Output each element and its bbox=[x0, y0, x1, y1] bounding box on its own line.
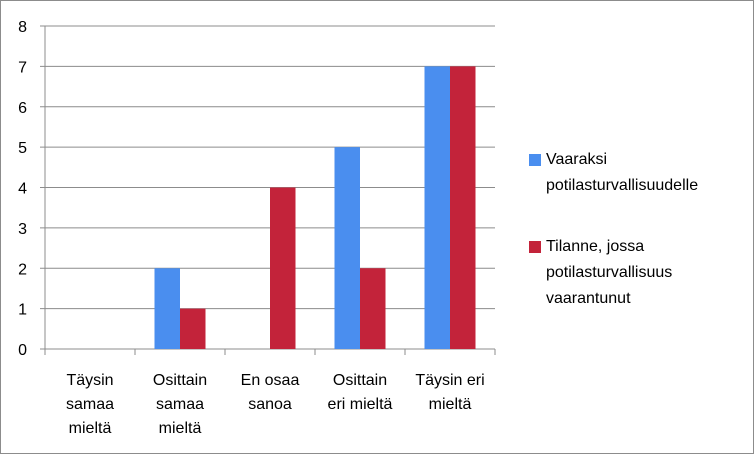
bar-series-2 bbox=[450, 66, 476, 349]
y-tick-label: 5 bbox=[18, 140, 27, 157]
category-label: Täysin samaa mieltä bbox=[66, 372, 114, 437]
axes bbox=[40, 25, 496, 355]
y-tick-labels: 0 1 2 3 4 5 6 7 8 bbox=[18, 19, 27, 359]
y-tick-label: 4 bbox=[18, 181, 27, 198]
legend-label-line: Tilanne, jossa bbox=[546, 238, 644, 255]
bar-series-1 bbox=[154, 268, 180, 349]
y-tick-label: 0 bbox=[18, 342, 27, 359]
category-label-line: mieltä bbox=[159, 420, 202, 437]
category-label: Täysin eri mieltä bbox=[415, 372, 484, 413]
y-tick-label: 7 bbox=[18, 59, 27, 76]
category-label-line: sanoa bbox=[248, 396, 292, 413]
category-label-line: Täysin bbox=[66, 372, 113, 389]
legend: Vaaraksi potilasturvallisuudelle Tilanne, … bbox=[529, 151, 698, 307]
bar-series-2 bbox=[360, 268, 386, 349]
bar-series-1 bbox=[424, 66, 450, 349]
y-tick-label: 3 bbox=[18, 221, 27, 238]
category-label-line: mieltä bbox=[429, 396, 472, 413]
category-label: Osittain eri mieltä bbox=[328, 372, 393, 413]
legend-label-line: potilasturvallisuus bbox=[546, 264, 672, 281]
bar-series-2 bbox=[180, 308, 206, 349]
category-label-line: Osittain bbox=[333, 372, 387, 389]
legend-swatch bbox=[529, 241, 541, 253]
y-tick-label: 1 bbox=[18, 302, 27, 319]
category-label-line: mieltä bbox=[69, 420, 112, 437]
legend-label: Vaaraksi potilasturvallisuudelle bbox=[546, 151, 698, 194]
category-label-line: Osittain bbox=[153, 372, 207, 389]
y-tick-label: 8 bbox=[18, 19, 27, 36]
category-label-line: samaa bbox=[66, 396, 114, 413]
legend-label-line: Vaaraksi bbox=[546, 151, 607, 168]
category-label-line: eri mieltä bbox=[328, 396, 393, 413]
category-labels: Täysin samaa mieltä Osittain samaa mieltä En o… bbox=[66, 372, 485, 437]
category-label-line: samaa bbox=[156, 396, 204, 413]
category-label: En osaa sanoa bbox=[241, 372, 300, 413]
category-label: Osittain samaa mieltä bbox=[153, 372, 207, 437]
legend-swatch bbox=[529, 154, 541, 166]
category-label-line: Täysin eri bbox=[415, 372, 484, 389]
bars bbox=[154, 66, 476, 349]
y-tick-label: 6 bbox=[18, 100, 27, 117]
legend-label-line: vaarantunut bbox=[546, 290, 631, 307]
bar-series-2 bbox=[270, 187, 296, 349]
legend-label-line: potilasturvallisuudelle bbox=[546, 177, 698, 194]
y-tick-label: 2 bbox=[18, 261, 27, 278]
bar-series-1 bbox=[334, 147, 360, 349]
category-label-line: En osaa bbox=[241, 372, 300, 389]
legend-label: Tilanne, jossa potilasturvallisuus vaarant… bbox=[546, 238, 672, 307]
